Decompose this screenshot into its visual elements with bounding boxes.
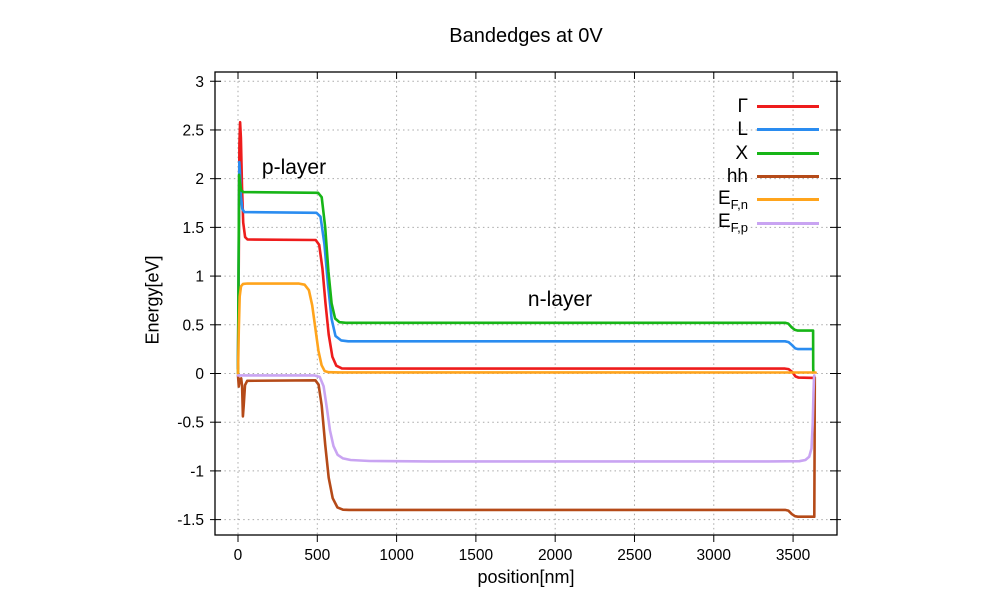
series-curve-X [236,173,815,375]
y-axis-label: Energy[eV] [142,255,163,345]
y-tick-label: 1 [195,269,204,286]
x-tick-label: 500 [304,547,330,564]
legend-label-hh: hh [726,166,748,188]
x-tick-label: 2500 [617,547,652,564]
y-tick-label: 2 [195,171,204,188]
y-tick-label: 2.5 [182,122,204,139]
x-tick-label: 0 [234,547,243,564]
legend-label-efn: EF,n [717,187,748,212]
y-tick-label: -1 [190,463,204,480]
legend-swatch-efn [757,198,819,202]
legend-item-efp: EF,p [660,211,819,234]
x-tick-label: 1500 [459,547,494,564]
annotation-p-layer: p-layer [261,156,327,179]
legend-swatch-gamma [757,105,819,109]
y-tick-label: 0 [195,366,204,383]
legend-label-L: L [737,119,748,141]
y-tick-label: -1.5 [177,512,204,529]
y-tick-label: -0.5 [177,415,204,432]
series-curve-efp [236,374,816,463]
legend-swatch-efp [757,221,819,225]
legend-label-efp: EF,p [717,211,748,236]
legend-swatch-L [757,128,819,132]
legend-swatch-hh [757,175,819,179]
legend-item-gamma: Γ [660,95,819,118]
series-curve-efn [236,282,817,375]
series-curve-gamma [236,120,816,380]
x-tick-label: 3500 [776,547,811,564]
legend-label-gamma: Γ [737,96,748,118]
legend-item-X: X [660,142,819,165]
y-tick-label: 3 [195,74,204,91]
plot-border [214,71,838,536]
x-tick-label: 3000 [697,547,732,564]
legend-item-hh: hh [660,165,819,188]
x-tick-label: 2000 [538,547,573,564]
series-curve-hh [236,374,817,519]
x-tick-label: 1000 [379,547,414,564]
y-tick-label: 1.5 [182,220,204,237]
legend-label-X: X [735,142,748,164]
annotation-n-layer: n-layer [527,288,593,311]
legend-swatch-X [757,151,819,155]
y-tick-label: 0.5 [182,317,204,334]
chart-title: Bandedges at 0V [449,25,603,47]
x-axis-label: position[nm] [477,567,575,587]
legend-item-efn: EF,n [660,188,819,211]
legend-item-L: L [660,118,819,141]
